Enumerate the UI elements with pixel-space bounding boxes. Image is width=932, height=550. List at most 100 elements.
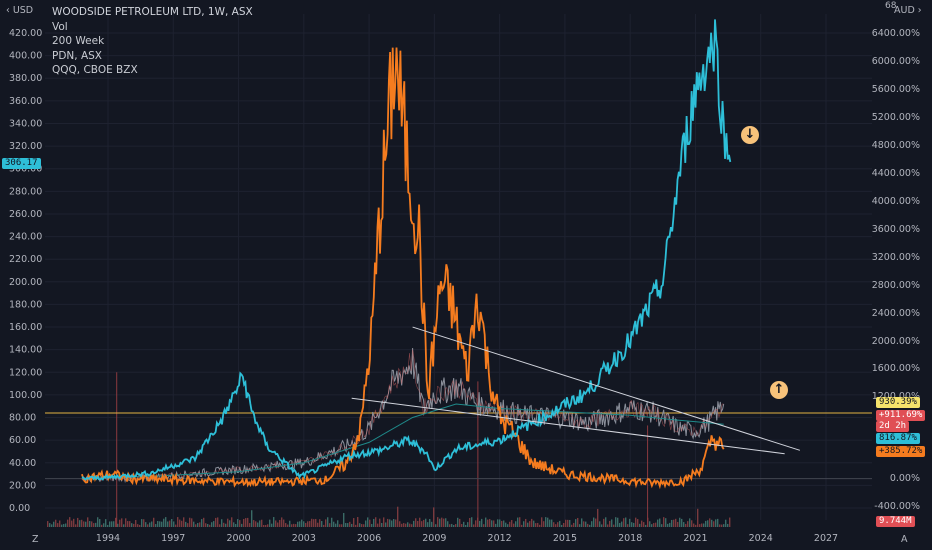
qqq-pct-badge: 816.87% xyxy=(876,433,920,444)
volume-bar xyxy=(505,522,507,527)
volume-bar xyxy=(577,517,579,527)
right-currency-text: AUD xyxy=(894,5,915,16)
volume-bar xyxy=(205,523,207,527)
volume-bar xyxy=(107,524,109,527)
volume-bar xyxy=(359,523,361,527)
volume-bar xyxy=(521,524,523,527)
volume-bar xyxy=(451,523,453,527)
volume-bar xyxy=(271,523,273,527)
volume-bar xyxy=(179,519,181,527)
volume-bar xyxy=(251,510,253,527)
volume-bar xyxy=(439,518,441,527)
countdown-badge: 2d 2h xyxy=(876,421,910,432)
volume-bar xyxy=(561,524,563,527)
left-axis-tick: 400.00 xyxy=(9,51,42,62)
volume-bar xyxy=(663,517,665,527)
volume-bar xyxy=(361,524,363,527)
volume-bar xyxy=(595,518,597,527)
auto-scale-icon[interactable]: A xyxy=(901,534,908,545)
volume-bar xyxy=(417,520,419,527)
volume-bar xyxy=(161,521,163,527)
volume-bar xyxy=(59,520,61,527)
volume-bar xyxy=(263,524,265,527)
volume-bar xyxy=(431,521,433,527)
volume-bar xyxy=(311,518,313,527)
volume-bar xyxy=(709,518,711,527)
volume-bar xyxy=(261,519,263,527)
volume-bar xyxy=(49,523,51,527)
volume-bar xyxy=(325,519,327,527)
volume-bar xyxy=(333,521,335,527)
volume-bar xyxy=(489,518,491,527)
volume-bar xyxy=(607,524,609,527)
volume-bar xyxy=(653,523,655,527)
volume-bar xyxy=(523,521,525,527)
volume-bar xyxy=(257,522,259,527)
legend-volume[interactable]: Vol xyxy=(52,20,68,33)
volume-bar xyxy=(641,520,643,527)
volume-bar xyxy=(113,521,115,527)
volume-bar xyxy=(729,517,731,527)
volume-bar xyxy=(379,518,381,527)
left-axis-tick: 200.00 xyxy=(9,277,42,288)
volume-bar xyxy=(449,524,451,527)
volume-bar xyxy=(535,523,537,527)
volume-bar xyxy=(649,521,651,527)
volume-bar xyxy=(99,519,101,527)
volume-bar xyxy=(677,521,679,527)
volume-bar xyxy=(691,520,693,527)
volume-bar xyxy=(169,520,171,527)
volume-bar xyxy=(281,517,283,527)
volume-bar xyxy=(213,521,215,527)
legend-ma200[interactable]: 200 Week xyxy=(52,35,105,47)
volume-bar xyxy=(467,522,469,527)
x-axis-tick: 2003 xyxy=(292,533,316,544)
volume-bar xyxy=(83,521,85,527)
woodside-price-shadow xyxy=(81,349,724,482)
legend-pdn[interactable]: PDN, ASX xyxy=(52,49,102,62)
volume-bar xyxy=(249,523,251,527)
timezone-icon[interactable]: Z xyxy=(32,534,39,545)
volume-bar xyxy=(47,521,49,527)
volume-bar xyxy=(533,520,535,527)
volume-bar xyxy=(117,523,119,527)
volume-bar xyxy=(611,519,613,527)
volume-bar xyxy=(55,519,57,527)
volume-bar xyxy=(175,524,177,527)
left-axis-tick: 260.00 xyxy=(9,209,42,220)
legend-symbol[interactable]: WOODSIDE PETROLEUM LTD, 1W, ASX xyxy=(52,6,253,18)
volume-bar xyxy=(589,524,591,527)
x-axis-tick: 1997 xyxy=(161,533,185,544)
right-axis-tick: -400.00% xyxy=(874,501,920,512)
arrow-up-circle-icon[interactable]: ↑ xyxy=(770,381,788,399)
volume-bar xyxy=(531,518,533,527)
arrow-down-circle-icon[interactable]: ↓ xyxy=(741,126,759,144)
right-axis-tick: 4800.00% xyxy=(872,140,920,151)
volume-bar xyxy=(679,517,681,527)
volume-bar xyxy=(301,519,303,527)
right-currency-label[interactable]: AUD › xyxy=(894,5,922,16)
volume-bar xyxy=(381,523,383,527)
volume-bar xyxy=(219,524,221,527)
volume-bar xyxy=(259,520,261,527)
volume-bar xyxy=(473,524,475,527)
volume-bar xyxy=(309,521,311,527)
volume-bar xyxy=(317,522,319,527)
legend-qqq[interactable]: QQQ, CBOE BZX xyxy=(52,64,138,76)
volume-bar xyxy=(369,519,371,527)
volume-bar xyxy=(565,519,567,527)
volume-bar xyxy=(343,512,345,527)
volume-bar xyxy=(519,517,521,527)
volume-bar xyxy=(67,519,69,527)
volume-bar xyxy=(347,523,349,527)
volume-bar xyxy=(307,521,309,527)
volume-bar xyxy=(497,519,499,527)
right-axis-tick: 4000.00% xyxy=(872,196,920,207)
right-axis-tick: 1600.00% xyxy=(872,363,920,374)
left-currency-label[interactable]: ‹ USD xyxy=(6,5,34,16)
volume-bar xyxy=(549,519,551,527)
volume-bar xyxy=(525,518,527,527)
left-axis-tick: 140.00 xyxy=(9,345,42,356)
volume-bar xyxy=(71,520,73,527)
